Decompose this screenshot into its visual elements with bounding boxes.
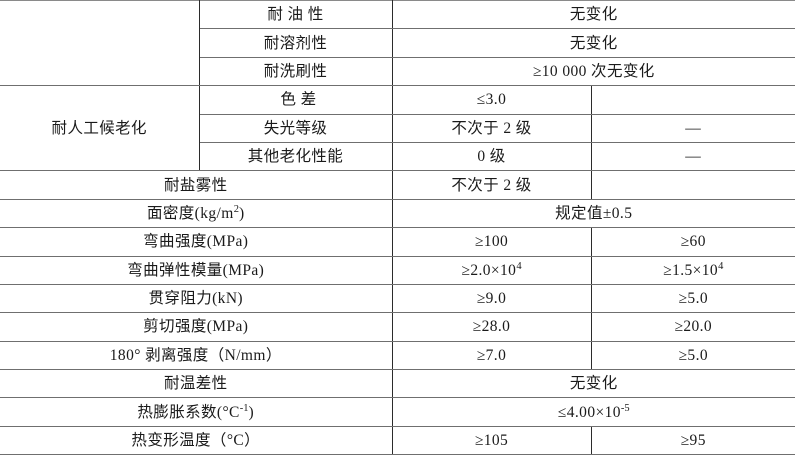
table-row: 180° 剥离强度（N/mm） ≥7.0 ≥5.0	[0, 340, 795, 371]
cell-value-a-penetration-resistance: ≥9.0	[391, 283, 592, 314]
cell-value-a-flexural-strength: ≥100	[391, 227, 592, 257]
value-superscript: 4	[516, 260, 522, 272]
table-row: 耐温差性 无变化	[0, 369, 795, 399]
cell-value-a-peel-strength-180: ≥7.0	[391, 340, 592, 371]
label-tail: )	[248, 403, 255, 421]
label-text: 面密度(kg/m	[146, 204, 234, 222]
cell-value-b-salt-spray	[590, 170, 795, 200]
cell-value-b-shear-strength: ≥20.0	[590, 312, 795, 342]
cell-item-flexural-strength: 弯曲强度(MPa)	[0, 227, 393, 257]
cell-value-solvent-resistance: 无变化	[391, 28, 795, 58]
label-superscript: 2	[233, 203, 239, 215]
value-text: ≤4.00×10	[557, 403, 621, 421]
cell-value-a-heat-deflection-temperature: ≥105	[391, 425, 592, 455]
table-row: 弯曲强度(MPa) ≥100 ≥60	[0, 227, 795, 257]
label-tail: )	[238, 204, 245, 222]
cell-item-penetration-resistance: 贯穿阻力(kN)	[0, 283, 393, 314]
cell-group-empty	[0, 0, 200, 87]
table-row: 弯曲弹性模量(MPa) ≥2.0×104 ≥1.5×104	[0, 255, 795, 285]
cell-value-oil-resistance: 无变化	[391, 0, 795, 30]
cell-value-b-peel-strength-180: ≥5.0	[590, 340, 795, 371]
value-text: ≥1.5×10	[663, 261, 719, 279]
cell-value-scrub-resistance: ≥10 000 次无变化	[391, 56, 795, 87]
label-superscript: -1	[239, 402, 249, 414]
cell-item-color-difference: 色 差	[198, 85, 393, 115]
table-row: 面密度(kg/m2) 规定值±0.5	[0, 198, 795, 229]
table-row: 贯穿阻力(kN) ≥9.0 ≥5.0	[0, 283, 795, 314]
table-row: 热膨胀系数(°C-1) ≤4.00×10-5	[0, 397, 795, 427]
cell-item-oil-resistance: 耐 油 性	[198, 0, 393, 30]
cell-item-gloss-loss-grade: 失光等级	[198, 113, 393, 143]
cell-value-b-flexural-modulus: ≥1.5×104	[590, 255, 795, 285]
cell-value-a-shear-strength: ≥28.0	[391, 312, 592, 342]
table-row: 耐人工候老化 色 差 ≤3.0	[0, 85, 795, 172]
cell-item-thermal-expansion-coefficient: 热膨胀系数(°C-1)	[0, 397, 393, 427]
cell-item-other-aging: 其他老化性能	[198, 141, 393, 172]
table-row: 耐盐雾性 不次于 2 级	[0, 170, 795, 200]
label-text: 热膨胀系数(°C	[137, 403, 240, 421]
value-superscript: 4	[718, 260, 724, 272]
cell-value-b-flexural-strength: ≥60	[590, 227, 795, 257]
table-row: 其他老化性能 0 级 —	[0, 141, 795, 172]
cell-value-b-penetration-resistance: ≥5.0	[590, 283, 795, 314]
cell-item-temperature-difference-resistance: 耐温差性	[0, 369, 393, 399]
cell-value-b-gloss-loss-grade: —	[590, 113, 795, 143]
cell-value-a-flexural-modulus: ≥2.0×104	[391, 255, 592, 285]
cell-value-areal-density: 规定值±0.5	[391, 198, 795, 229]
table-row: 剪切强度(MPa) ≥28.0 ≥20.0	[0, 312, 795, 342]
cell-value-thermal-expansion-coefficient: ≤4.00×10-5	[391, 397, 795, 427]
cell-item-shear-strength: 剪切强度(MPa)	[0, 312, 393, 342]
cell-value-a-gloss-loss-grade: 不次于 2 级	[391, 113, 592, 143]
cell-item-areal-density: 面密度(kg/m2)	[0, 198, 393, 229]
cell-value-b-heat-deflection-temperature: ≥95	[590, 425, 795, 455]
table-row: 耐 油 性 无变化	[0, 0, 795, 87]
cell-value-temperature-difference-resistance: 无变化	[391, 369, 795, 399]
value-text: ≥2.0×10	[461, 261, 517, 279]
cell-value-a-other-aging: 0 级	[391, 141, 592, 172]
cell-item-solvent-resistance: 耐溶剂性	[198, 28, 393, 58]
cell-item-peel-strength-180: 180° 剥离强度（N/mm）	[0, 340, 393, 371]
cell-item-scrub-resistance: 耐洗刷性	[198, 56, 393, 87]
cell-item-salt-spray: 耐盐雾性	[0, 170, 393, 200]
value-superscript: -5	[620, 402, 630, 414]
cell-value-b-color-difference	[590, 85, 795, 115]
cell-value-a-color-difference: ≤3.0	[391, 85, 592, 115]
table-row: 耐溶剂性 无变化	[0, 28, 795, 58]
cell-value-a-salt-spray: 不次于 2 级	[391, 170, 592, 200]
cell-group-artificial-weathering: 耐人工候老化	[0, 85, 200, 172]
cell-item-heat-deflection-temperature: 热变形温度（°C）	[0, 425, 393, 455]
cell-value-b-other-aging: —	[590, 141, 795, 172]
cell-item-flexural-modulus: 弯曲弹性模量(MPa)	[0, 255, 393, 285]
table-row: 热变形温度（°C） ≥105 ≥95	[0, 425, 795, 455]
